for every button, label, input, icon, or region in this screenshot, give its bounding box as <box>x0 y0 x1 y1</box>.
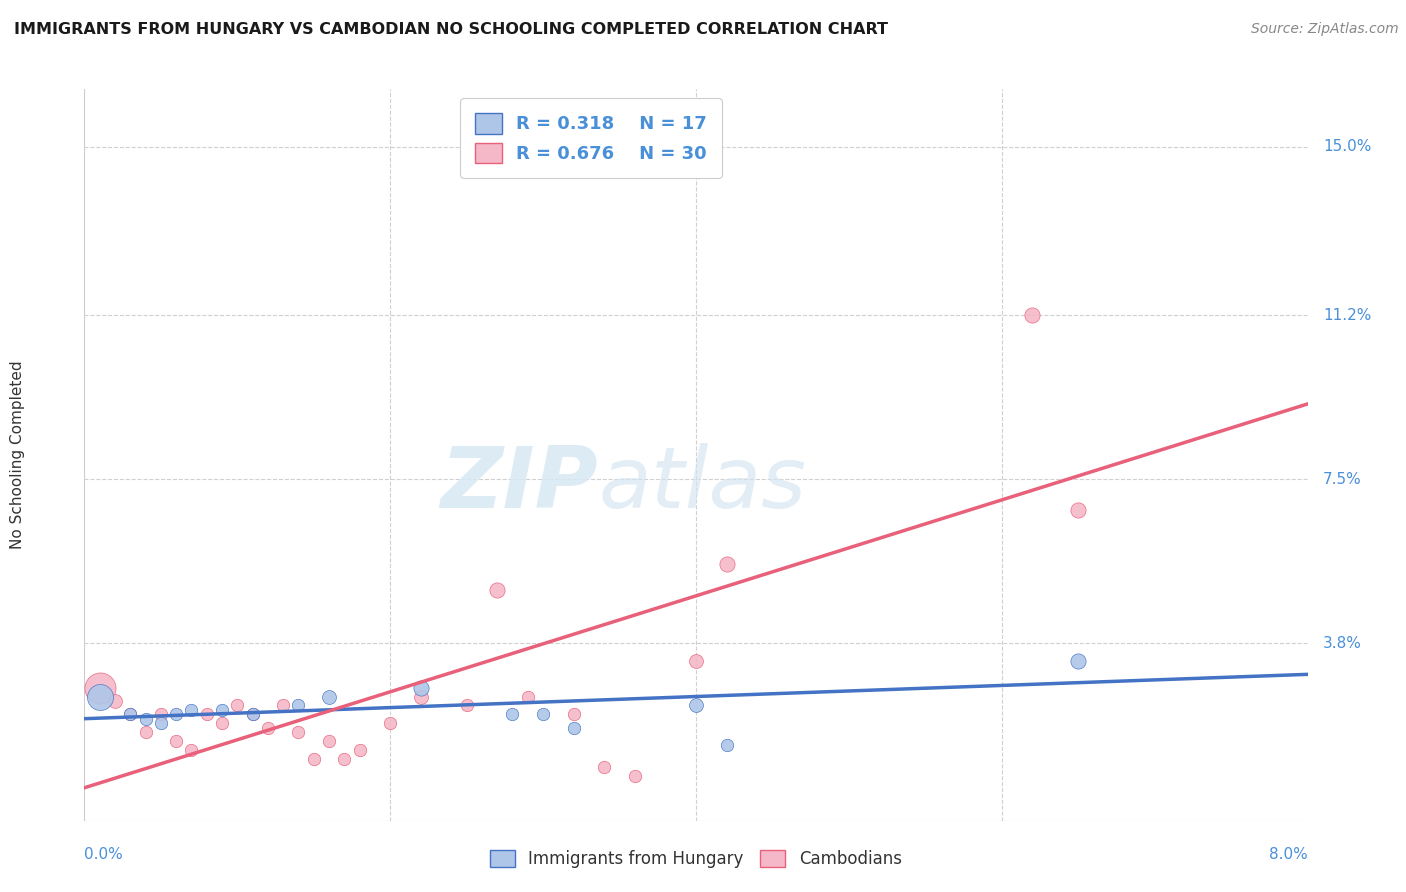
Point <box>271 698 294 713</box>
Point <box>89 690 111 704</box>
Text: 3.8%: 3.8% <box>1323 636 1362 651</box>
Point <box>409 681 432 695</box>
Point <box>120 707 142 722</box>
Text: 7.5%: 7.5% <box>1323 472 1361 487</box>
Point <box>685 698 707 713</box>
Point <box>104 694 127 708</box>
Point <box>1067 654 1090 668</box>
Point <box>486 583 509 598</box>
Point <box>318 734 340 748</box>
Point <box>685 654 707 668</box>
Point <box>716 739 738 753</box>
Point <box>409 690 432 704</box>
Point <box>242 707 264 722</box>
Point <box>149 707 172 722</box>
Point <box>516 690 538 704</box>
Text: 15.0%: 15.0% <box>1323 139 1371 154</box>
Text: ZIP: ZIP <box>440 442 598 525</box>
Point <box>501 707 523 722</box>
Point <box>211 703 233 717</box>
Text: No Schooling Completed: No Schooling Completed <box>10 360 24 549</box>
Point <box>562 707 585 722</box>
Point <box>287 725 309 739</box>
Point <box>180 742 202 756</box>
Point <box>302 751 325 765</box>
Point <box>195 707 218 722</box>
Point <box>333 751 356 765</box>
Point <box>135 725 157 739</box>
Point <box>120 707 142 722</box>
Point <box>89 681 111 695</box>
Point <box>242 707 264 722</box>
Point <box>257 721 280 735</box>
Point <box>562 721 585 735</box>
Point <box>456 698 478 713</box>
Point <box>531 707 554 722</box>
Text: 0.0%: 0.0% <box>84 847 124 863</box>
Point <box>165 707 187 722</box>
Point <box>287 698 309 713</box>
Point <box>135 712 157 726</box>
Point <box>716 557 738 571</box>
Point <box>180 703 202 717</box>
Text: 11.2%: 11.2% <box>1323 308 1371 323</box>
Point <box>593 760 616 774</box>
Point <box>165 734 187 748</box>
Point <box>1021 308 1043 322</box>
Legend: Immigrants from Hungary, Cambodians: Immigrants from Hungary, Cambodians <box>484 843 908 874</box>
Text: atlas: atlas <box>598 442 806 525</box>
Text: 8.0%: 8.0% <box>1268 847 1308 863</box>
Text: IMMIGRANTS FROM HUNGARY VS CAMBODIAN NO SCHOOLING COMPLETED CORRELATION CHART: IMMIGRANTS FROM HUNGARY VS CAMBODIAN NO … <box>14 22 889 37</box>
Text: Source: ZipAtlas.com: Source: ZipAtlas.com <box>1251 22 1399 37</box>
Point <box>318 690 340 704</box>
Point <box>380 716 402 731</box>
Point <box>226 698 249 713</box>
Point <box>349 742 371 756</box>
Point <box>149 716 172 731</box>
Point <box>624 769 647 783</box>
Point <box>1067 503 1090 517</box>
Point <box>211 716 233 731</box>
